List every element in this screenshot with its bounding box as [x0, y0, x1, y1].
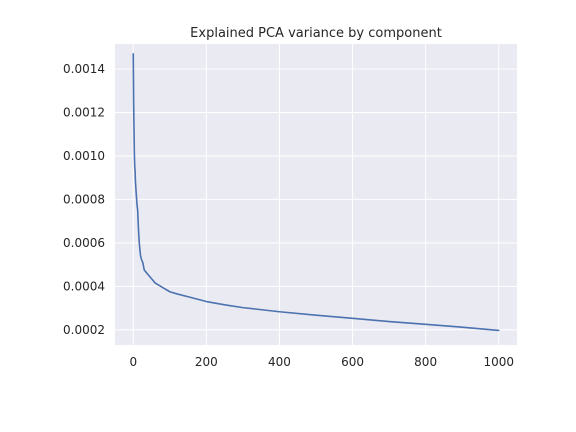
x-tick-label: 600 [341, 355, 364, 369]
x-tick-labels: 0 200 400 600 800 1000 [129, 355, 514, 369]
x-tick-label: 200 [195, 355, 218, 369]
y-tick-label: 0.0006 [63, 236, 105, 250]
y-tick-label: 0.0014 [63, 62, 105, 76]
plot-background [115, 44, 517, 345]
x-tick-label: 1000 [483, 355, 514, 369]
x-tick-label: 0 [129, 355, 137, 369]
y-tick-label: 0.0010 [63, 149, 105, 163]
chart-title: Explained PCA variance by component [190, 26, 442, 41]
x-tick-label: 400 [268, 355, 291, 369]
y-tick-label: 0.0004 [63, 279, 105, 293]
y-tick-label: 0.0012 [63, 105, 105, 119]
y-tick-label: 0.0002 [63, 323, 105, 337]
grid [115, 44, 517, 345]
y-tick-labels: 0.0002 0.0004 0.0006 0.0008 0.0010 0.0012 0.00… [63, 62, 105, 337]
x-tick-label: 800 [414, 355, 437, 369]
y-tick-label: 0.0008 [63, 192, 105, 206]
series-line [132, 52, 500, 332]
